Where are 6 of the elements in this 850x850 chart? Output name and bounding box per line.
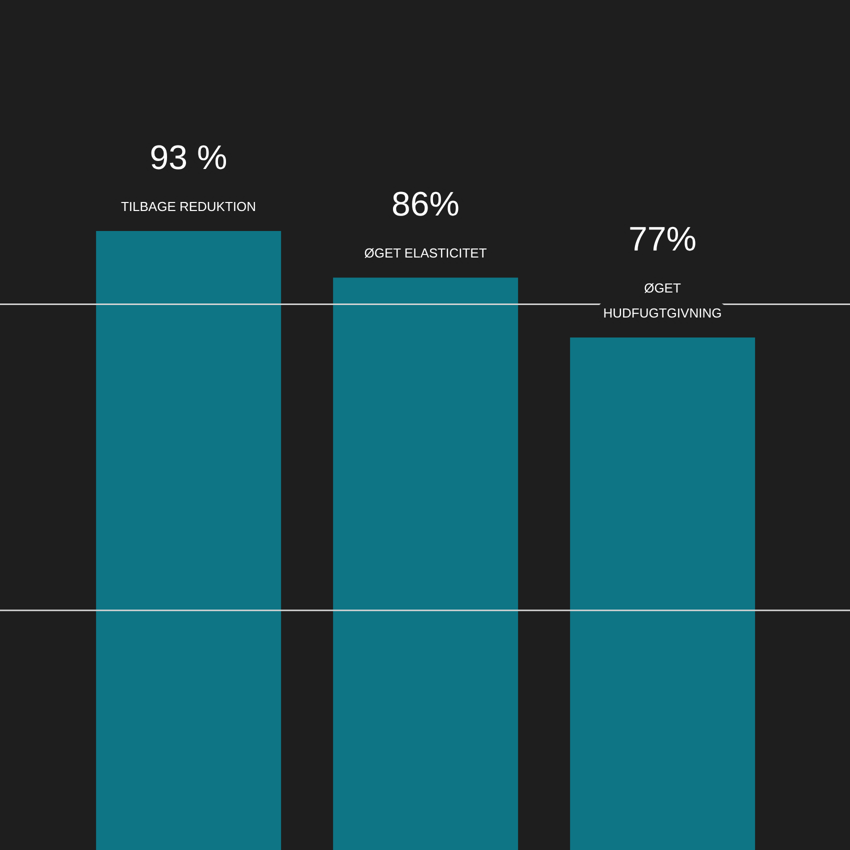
- x-tick-label: ØGET HUDFUGTGIVNING: [603, 280, 722, 320]
- x-tick-label: TILBAGE REDUKTION: [120, 199, 256, 214]
- data-label: 77%: [628, 220, 697, 258]
- data-label: 93 %: [150, 139, 228, 177]
- x-tick-label: ØGET ELASTICITET: [364, 246, 487, 261]
- data-label: 86%: [391, 186, 460, 224]
